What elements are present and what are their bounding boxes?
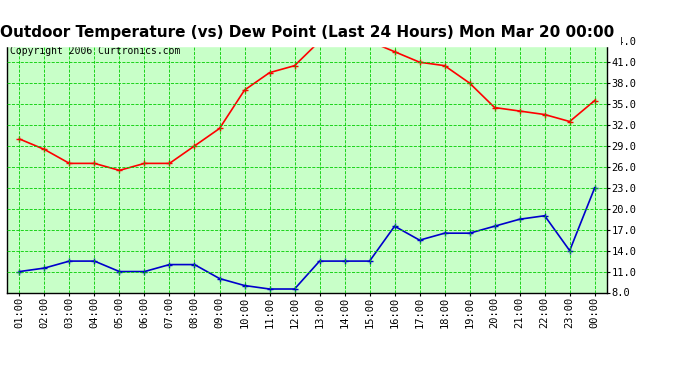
Title: Outdoor Temperature (vs) Dew Point (Last 24 Hours) Mon Mar 20 00:00: Outdoor Temperature (vs) Dew Point (Last… — [0, 25, 614, 40]
Text: Copyright 2006 Curtronics.com: Copyright 2006 Curtronics.com — [10, 46, 180, 56]
